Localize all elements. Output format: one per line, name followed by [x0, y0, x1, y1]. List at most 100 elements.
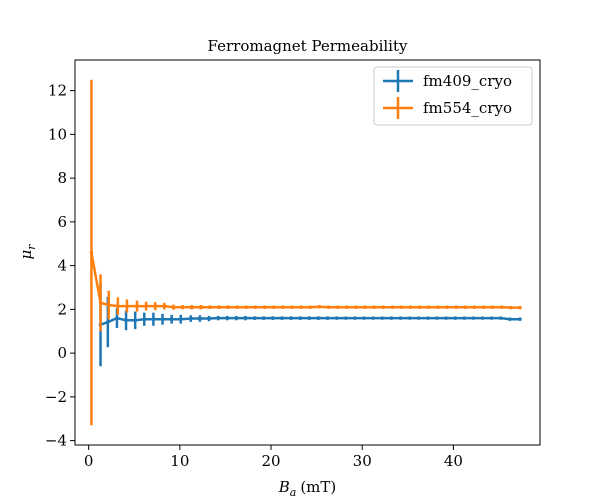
- data-point: [135, 304, 139, 308]
- data-point: [435, 316, 439, 320]
- data-point: [188, 316, 193, 321]
- data-point: [471, 316, 476, 320]
- data-point: [508, 317, 512, 322]
- y-tick-label: 8: [57, 169, 67, 187]
- data-point: [353, 316, 357, 320]
- data-point: [372, 305, 376, 309]
- data-point: [299, 305, 303, 309]
- y-axis-label: μr: [17, 244, 38, 260]
- data-point: [335, 305, 340, 309]
- data-point: [142, 317, 147, 322]
- data-point: [518, 317, 522, 322]
- data-point: [290, 305, 294, 309]
- y-tick-label: 10: [48, 125, 67, 143]
- plot-frame: [74, 59, 541, 446]
- x-axis-label-main: B: [278, 478, 290, 496]
- data-point: [326, 305, 331, 309]
- data-point: [89, 250, 94, 255]
- data-point: [498, 316, 503, 320]
- legend-entry-fm409: fm409_cryo: [383, 70, 512, 92]
- data-point: [417, 305, 422, 309]
- data-point: [234, 316, 239, 320]
- data-point: [106, 303, 111, 307]
- data-point: [244, 305, 249, 309]
- data-point: [180, 305, 185, 309]
- data-point: [462, 316, 467, 320]
- x-tick-label: 30: [353, 452, 372, 470]
- data-point: [426, 316, 430, 320]
- data-point: [481, 305, 486, 309]
- y-tick-label: −4: [45, 432, 67, 450]
- data-point: [454, 305, 458, 309]
- data-point: [280, 316, 284, 320]
- data-point: [252, 316, 257, 320]
- data-point: [162, 304, 167, 308]
- x-axis-label-unit: (mT): [300, 478, 336, 496]
- data-point: [426, 305, 431, 309]
- legend: fm409_cryo fm554_cryo: [373, 66, 533, 126]
- data-point: [490, 305, 495, 309]
- data-point: [217, 305, 221, 309]
- data-point: [436, 305, 440, 309]
- data-point: [207, 316, 211, 321]
- y-tick-label: 0: [57, 344, 67, 362]
- data-point: [298, 316, 303, 320]
- data-point: [344, 305, 349, 309]
- data-point: [125, 304, 129, 308]
- data-point: [262, 305, 267, 309]
- data-point: [281, 305, 285, 309]
- data-point: [325, 316, 330, 320]
- data-point: [472, 305, 477, 309]
- data-point: [271, 305, 276, 309]
- data-point: [518, 305, 522, 310]
- y-axis-label-group: μr: [17, 244, 38, 260]
- data-point: [216, 316, 220, 320]
- y-tick-label: 2: [57, 300, 67, 318]
- y-tick-label: 4: [57, 257, 67, 275]
- data-point: [362, 316, 366, 320]
- data-point: [363, 305, 367, 309]
- data-point: [151, 317, 156, 322]
- data-point: [463, 305, 468, 309]
- data-point: [144, 304, 148, 308]
- legend-label-fm554: fm554_cryo: [423, 99, 512, 117]
- data-point: [178, 317, 183, 322]
- plot-area: [89, 79, 522, 426]
- data-point: [199, 305, 203, 309]
- data-point: [307, 316, 312, 320]
- data-point: [398, 316, 403, 320]
- data-point: [116, 304, 120, 308]
- y-axis-ticks: −4 −2 0 2 4 6 8 10 12: [45, 82, 75, 450]
- x-axis-label-sub: a: [290, 486, 297, 499]
- data-point: [98, 301, 103, 305]
- data-point: [499, 305, 504, 309]
- x-axis-ticks: 0 10 20 30 40: [84, 445, 463, 470]
- data-point: [317, 304, 322, 309]
- data-point: [133, 318, 137, 323]
- legend-entry-fm554: fm554_cryo: [383, 97, 512, 119]
- data-point: [169, 317, 174, 322]
- data-point: [371, 316, 375, 320]
- data-point: [390, 305, 395, 309]
- data-point: [225, 316, 230, 320]
- data-point: [416, 316, 421, 320]
- data-point: [380, 316, 385, 320]
- data-point: [408, 305, 413, 309]
- chart-title: Ferromagnet Permeability: [208, 37, 408, 55]
- data-point: [289, 316, 293, 320]
- y-tick-label: −2: [45, 388, 67, 406]
- data-point: [253, 305, 258, 309]
- series-fm409_cryo: [98, 283, 522, 367]
- data-point: [399, 305, 404, 309]
- data-point: [271, 316, 275, 320]
- legend-label-fm409: fm409_cryo: [423, 72, 512, 90]
- data-point: [308, 305, 313, 309]
- data-point: [489, 316, 494, 320]
- series-fm554_cryo: [89, 79, 522, 426]
- data-point: [354, 305, 358, 309]
- data-point: [480, 316, 485, 320]
- data-point: [389, 316, 394, 320]
- x-axis-label: Ba (mT): [278, 478, 337, 499]
- data-point: [106, 320, 110, 324]
